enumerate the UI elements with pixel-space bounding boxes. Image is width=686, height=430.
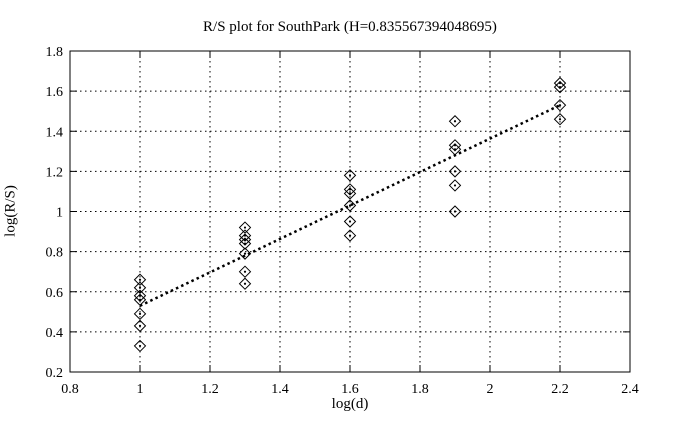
data-point-marker [133, 319, 147, 333]
x-axis-label: log(d) [331, 396, 369, 412]
data-point-center-dot [138, 344, 142, 348]
data-point-marker [133, 273, 147, 286]
data-point-marker [553, 98, 567, 112]
data-point-marker [238, 247, 252, 260]
data-point-marker [133, 289, 147, 302]
trend-line [139, 104, 561, 307]
data-point-center-dot [243, 252, 247, 255]
y-tick-labels: 0.2 0.4 0.6 0.8 1 1.2 1.4 1.6 1.8 [46, 45, 64, 381]
data-point-marker [133, 281, 147, 294]
data-point-center-dot [243, 242, 247, 245]
data-point-marker [448, 179, 462, 192]
data-point-center-dot [558, 118, 562, 121]
y-tick-label: 0.8 [46, 246, 64, 261]
data-point-center-dot [243, 226, 247, 229]
data-point-marker [343, 229, 357, 242]
data-point-marker [133, 339, 147, 353]
y-tick-label: 1.8 [46, 45, 64, 60]
y-tick-label: 1.4 [46, 125, 64, 140]
data-point-marker [448, 115, 462, 128]
x-tick-label: 1.6 [341, 382, 359, 397]
data-point-center-dot [348, 174, 352, 177]
data-point-center-dot [453, 170, 457, 173]
x-tick-label: 2.2 [551, 382, 569, 397]
data-point-center-dot [453, 148, 457, 151]
x-tick-label: 1 [137, 382, 144, 397]
y-tick-label: 0.6 [46, 286, 64, 301]
y-tick-label: 1.2 [46, 165, 64, 180]
chart-title: R/S plot for SouthPark (H=0.835567394048… [203, 19, 497, 35]
data-point-center-dot [138, 278, 142, 281]
x-tick-label: 2.4 [621, 382, 639, 397]
data-point-center-dot [138, 298, 142, 301]
data-point-center-dot [138, 286, 142, 289]
scatter-points [133, 76, 567, 353]
data-point-center-dot [348, 192, 352, 195]
data-point-center-dot [138, 312, 142, 315]
data-point-marker [343, 183, 357, 196]
y-tick-label: 1.6 [46, 85, 64, 100]
data-point-marker [553, 80, 567, 94]
data-point-center-dot [453, 120, 457, 123]
data-point-center-dot [558, 86, 562, 89]
data-point-marker [238, 221, 252, 234]
x-tick-labels: 0.8 1 1.2 1.4 1.6 1.8 2 2.2 2.4 [61, 382, 639, 397]
x-tick-label: 1.8 [411, 382, 429, 397]
data-point-marker [553, 113, 567, 126]
data-point-marker [238, 233, 252, 246]
data-point-marker [343, 187, 357, 200]
data-point-marker [343, 215, 357, 228]
data-point-marker [238, 277, 252, 290]
x-tick-label: 1.2 [201, 382, 219, 397]
y-tick-label: 1 [56, 206, 63, 221]
y-tick-label: 0.4 [46, 326, 64, 341]
data-point-center-dot [348, 204, 352, 207]
data-point-center-dot [243, 282, 247, 285]
axis-ticks [69, 50, 631, 373]
data-point-marker [343, 199, 357, 212]
data-point-center-dot [243, 270, 247, 273]
x-tick-label: 1.4 [271, 382, 289, 397]
data-point-center-dot [453, 210, 457, 213]
data-point-center-dot [348, 220, 352, 223]
data-point-center-dot [558, 104, 562, 107]
data-point-marker [448, 205, 462, 218]
data-point-marker [238, 237, 252, 250]
data-point-marker [343, 169, 357, 182]
data-point-marker [238, 229, 252, 242]
data-point-center-dot [453, 184, 457, 187]
x-tick-label: 0.8 [61, 382, 79, 397]
data-point-center-dot [138, 324, 142, 327]
y-tick-label: 0.2 [46, 366, 64, 381]
data-point-marker [553, 76, 567, 90]
data-point-marker [448, 139, 462, 152]
data-point-center-dot [348, 234, 352, 237]
data-point-marker [238, 265, 252, 278]
x-tick-label: 2 [487, 382, 494, 397]
data-point-marker [133, 307, 147, 321]
data-point-marker [448, 165, 462, 178]
